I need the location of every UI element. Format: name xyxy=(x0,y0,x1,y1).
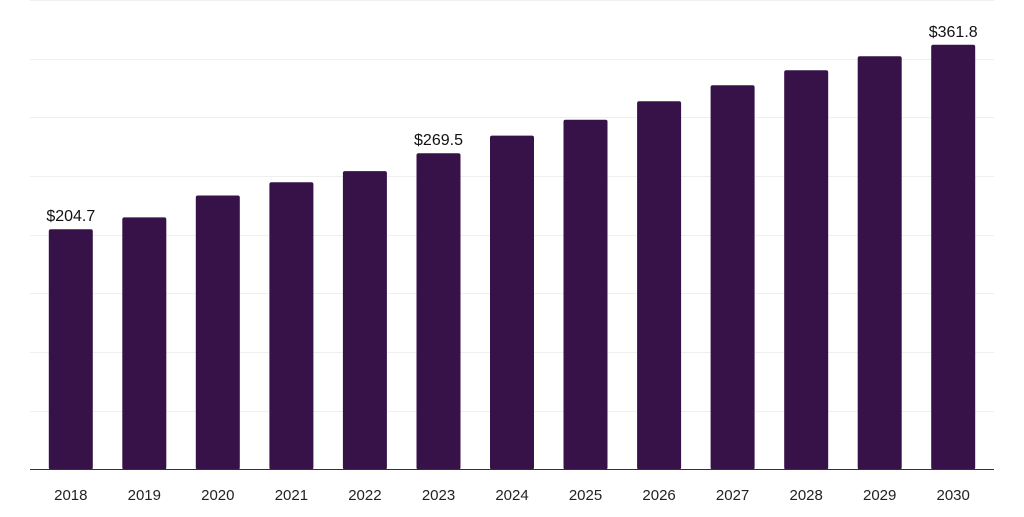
bar-2028[interactable] xyxy=(784,70,829,470)
x-tick-label: 2030 xyxy=(937,487,970,504)
x-tick-label: 2021 xyxy=(275,487,308,504)
x-tick-label: 2024 xyxy=(495,487,528,504)
x-axis-tick-labels: 2018 2019 2020 2021 2022 2023 2024 2025 2026 2027… xyxy=(54,487,970,504)
bar-2030[interactable] xyxy=(931,44,976,470)
bar-2026[interactable] xyxy=(637,101,682,470)
x-tick-label: 2022 xyxy=(348,487,381,504)
x-tick-label: 2026 xyxy=(642,487,675,504)
x-tick-label: 2029 xyxy=(863,487,896,504)
bar-2018[interactable] xyxy=(48,229,93,470)
x-tick-label: 2027 xyxy=(716,487,749,504)
x-tick-label: 2020 xyxy=(201,487,234,504)
data-label: $361.8 xyxy=(929,24,978,41)
bar-2020[interactable] xyxy=(195,195,240,470)
bar-2025[interactable] xyxy=(563,119,608,470)
bar-2021[interactable] xyxy=(269,182,314,470)
bar-2022[interactable] xyxy=(342,171,387,470)
x-tick-label: 2018 xyxy=(54,487,87,504)
x-tick-label: 2019 xyxy=(128,487,161,504)
x-tick-label: 2025 xyxy=(569,487,602,504)
bar-2027[interactable] xyxy=(710,85,755,470)
bars xyxy=(48,44,976,470)
x-tick-label: 2023 xyxy=(422,487,455,504)
data-label: $204.7 xyxy=(46,208,95,225)
bar-2019[interactable] xyxy=(122,217,167,470)
data-labels: $204.7 $269.5 $361.8 xyxy=(46,24,977,225)
bar-2023[interactable] xyxy=(416,153,461,470)
bar-2029[interactable] xyxy=(857,56,902,470)
x-tick-label: 2028 xyxy=(790,487,823,504)
bar-2024[interactable] xyxy=(490,135,534,470)
data-label: $269.5 xyxy=(414,132,463,149)
